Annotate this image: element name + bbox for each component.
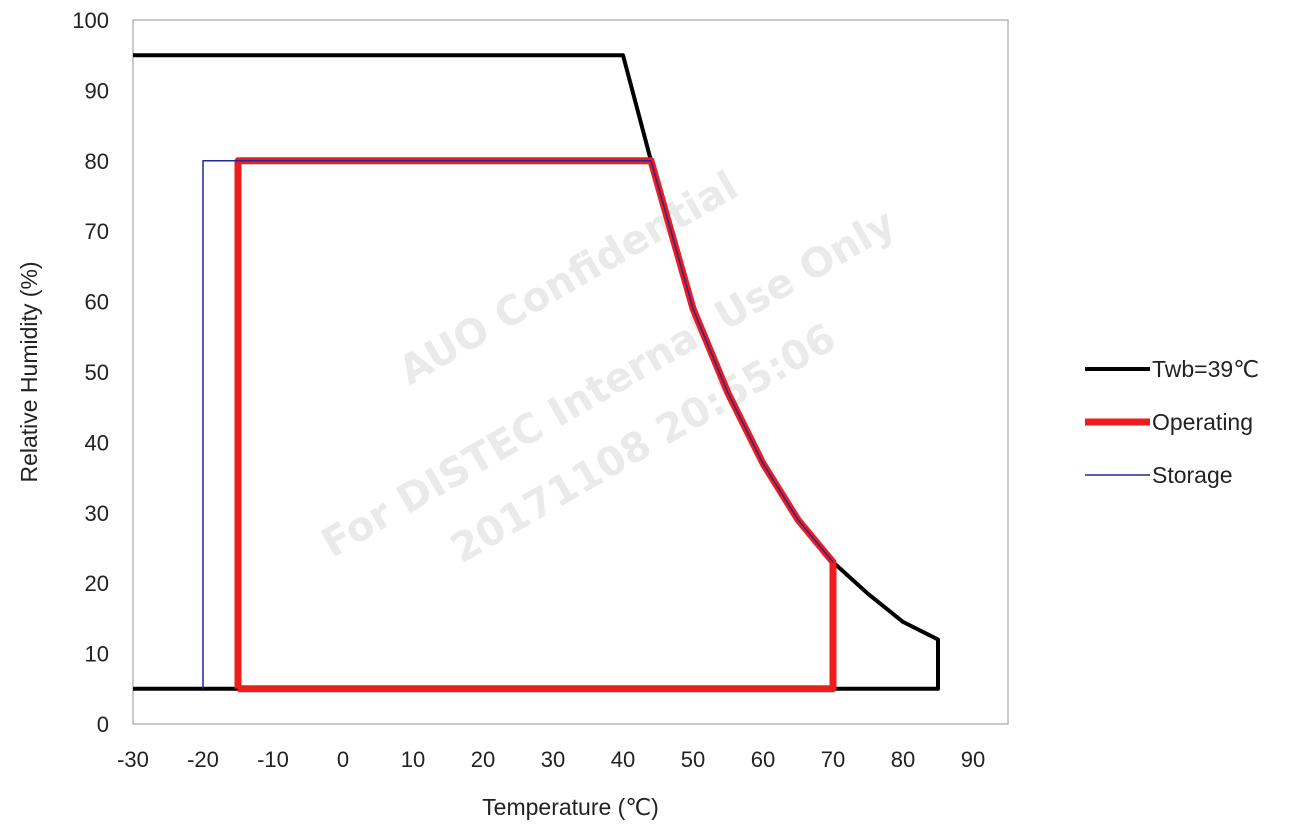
- x-tick-label: 40: [611, 747, 635, 772]
- series-line-storage: [202, 160, 834, 689]
- x-tick-label: 20: [471, 747, 495, 772]
- x-tick-label: -30: [117, 747, 149, 772]
- y-tick-label: 60: [85, 290, 109, 315]
- y-tick-label: 30: [85, 501, 109, 526]
- legend-label-twb-39: Twb=39℃: [1152, 356, 1259, 382]
- y-tick-label: 80: [85, 149, 109, 174]
- y-tick-label: 100: [72, 8, 109, 33]
- y-tick-label: 50: [85, 360, 109, 385]
- x-tick-label: 0: [337, 747, 349, 772]
- x-axis-tick-labels: -30 -20 -10 0 10 20 30 40 50 60 70 80 90: [117, 747, 985, 772]
- y-tick-label: 90: [85, 78, 109, 103]
- x-axis-title: Temperature (℃): [482, 794, 659, 820]
- x-tick-label: 10: [401, 747, 425, 772]
- x-tick-label: -20: [187, 747, 219, 772]
- y-tick-label: 20: [85, 571, 109, 596]
- plot-area: [132, 19, 1009, 725]
- x-tick-label: 50: [681, 747, 705, 772]
- legend: Twb=39℃ Operating Storage: [1085, 356, 1259, 488]
- x-tick-label: 70: [821, 747, 845, 772]
- y-tick-label: 10: [85, 642, 109, 667]
- y-axis-title: Relative Humidity (%): [16, 261, 42, 482]
- series-line-twb-39: [133, 53, 940, 691]
- x-tick-label: 80: [891, 747, 915, 772]
- y-tick-label: 0: [97, 712, 109, 737]
- y-axis-tick-labels: 0 10 20 30 40 50 60 70 80 90 100: [72, 8, 109, 737]
- x-tick-label: -10: [257, 747, 289, 772]
- legend-label-operating: Operating: [1152, 409, 1253, 435]
- series-layer: [133, 53, 940, 693]
- x-tick-label: 60: [751, 747, 775, 772]
- legend-label-storage: Storage: [1152, 462, 1233, 488]
- y-tick-label: 70: [85, 219, 109, 244]
- y-tick-label: 40: [85, 430, 109, 455]
- x-tick-label: 90: [961, 747, 985, 772]
- x-tick-label: 30: [541, 747, 565, 772]
